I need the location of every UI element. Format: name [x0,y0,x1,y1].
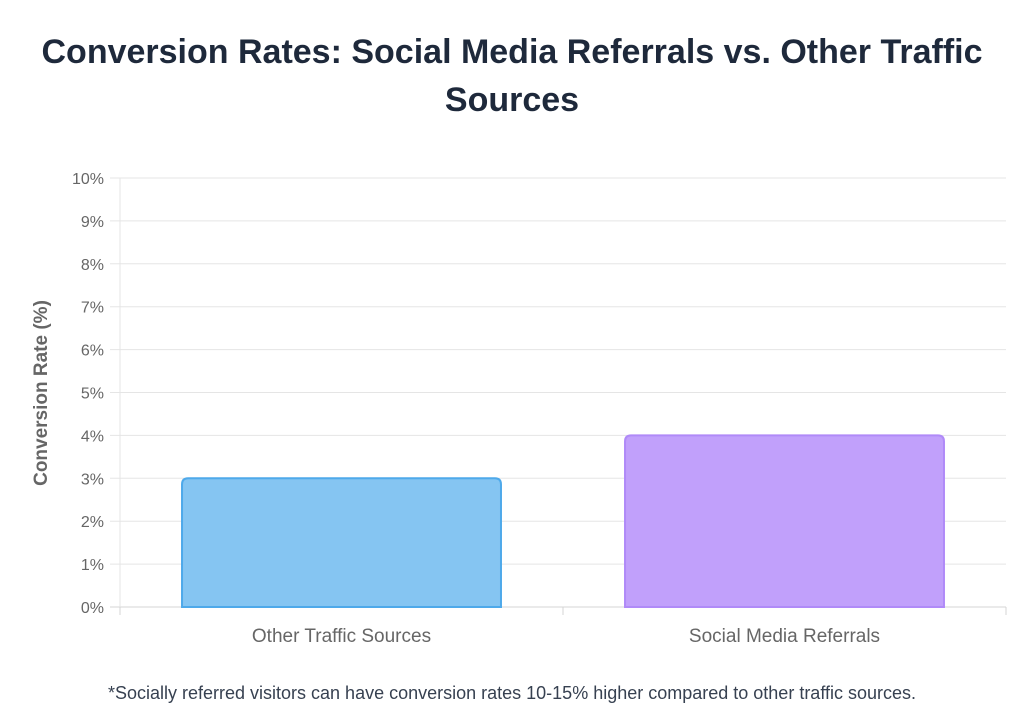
footnote: *Socially referred visitors can have con… [107,683,917,703]
y-tick-label: 9% [81,214,104,231]
x-category-label: Social Media Referrals [689,626,880,647]
y-tick-label: 7% [81,300,104,317]
y-tick-label: 0% [81,600,104,617]
y-tick-label: 2% [81,514,104,531]
y-tick-label: 6% [81,343,104,360]
axis-layer: 0% 1% 2% 3% 4% 5% 6% 7% 8% 9% 10% Other Traffic Sou… [72,171,1007,647]
y-tick-label: 4% [81,428,104,445]
y-tick-label: 3% [81,471,104,488]
bar-other-traffic-sources[interactable] [181,477,502,608]
y-tick-label: 5% [81,386,104,403]
bar-layer [181,434,945,608]
bar-social-media-referrals[interactable] [624,434,945,608]
y-tick-label: 1% [81,557,104,574]
chart-title: Conversion Rates: Social Media Referrals… [41,33,983,119]
y-tick-label: 8% [81,257,104,274]
y-axis-title: Conversion Rate (%) [31,300,52,486]
x-category-label: Other Traffic Sources [252,626,431,647]
y-tick-label: 10% [72,171,104,188]
